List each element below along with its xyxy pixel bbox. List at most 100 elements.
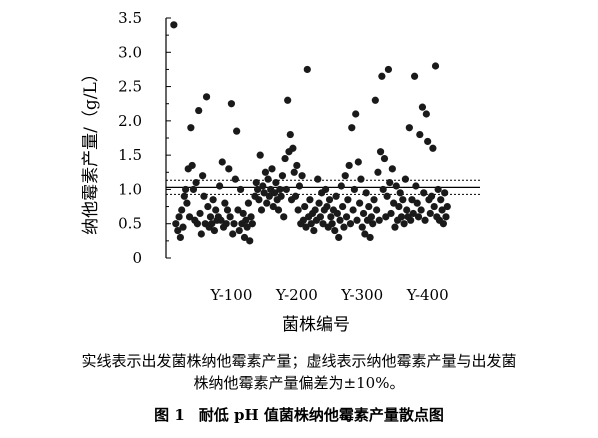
data-point [200, 192, 208, 200]
data-point [374, 168, 382, 176]
data-point [438, 206, 446, 214]
y-tick-label: 3.0 [118, 43, 142, 61]
data-point [270, 189, 279, 197]
data-point [193, 220, 201, 228]
data-point [280, 213, 288, 221]
tick-labels: 0 0.5 1.0 1.5 2.0 2.5 3.0 3.5 Y-100 Y-200 Y-300 Y-4… [118, 9, 449, 304]
y-tick-label: 0.5 [118, 215, 142, 233]
data-point [390, 199, 398, 207]
data-point [306, 196, 314, 204]
data-point [399, 196, 407, 204]
data-point [180, 192, 188, 200]
data-point [257, 206, 266, 214]
data-point [299, 216, 307, 224]
data-point [199, 172, 207, 180]
y-tick-label: 0 [132, 249, 142, 267]
data-point [272, 178, 280, 187]
data-point [239, 209, 247, 218]
data-point [418, 103, 427, 111]
data-point [197, 230, 205, 238]
data-point [256, 151, 264, 159]
data-point [405, 124, 413, 132]
data-point [391, 223, 399, 231]
data-point [298, 172, 306, 180]
data-point [369, 220, 377, 228]
data-point [242, 216, 250, 224]
data-point [179, 223, 187, 231]
data-point [367, 213, 376, 221]
data-point [278, 172, 287, 180]
data-point [417, 206, 425, 214]
data-point [315, 199, 323, 207]
data-point [187, 124, 195, 132]
figure-title: 图 1 耐低 pH 值菌株纳他霉素产量散点图 [0, 404, 598, 425]
data-point [373, 206, 381, 214]
data-point [397, 213, 406, 221]
figure-title-text: 耐低 pH 值菌株纳他霉素产量散点图 [198, 406, 444, 424]
data-point [204, 202, 212, 211]
data-point [264, 175, 272, 183]
data-point [335, 233, 343, 242]
caption-line-1: 实线表示出发菌株纳他霉素产量；虚线表示纳他霉素产量与出发菌 [81, 352, 517, 370]
data-point [365, 202, 373, 211]
data-point [195, 106, 203, 115]
data-point [240, 233, 249, 242]
y-tick-label: 1.5 [118, 146, 142, 164]
data-point [274, 206, 283, 214]
y-tick-label: 2.5 [118, 78, 142, 96]
data-point [392, 182, 400, 190]
data-point [307, 220, 315, 228]
data-point [261, 168, 270, 176]
data-point [376, 148, 385, 156]
data-point [178, 206, 186, 214]
data-point [223, 206, 232, 214]
data-point [339, 202, 347, 211]
data-point [303, 65, 311, 74]
data-point [383, 192, 391, 200]
data-point [269, 202, 277, 211]
data-point [371, 96, 379, 104]
data-point [301, 202, 309, 211]
data-point [227, 100, 236, 108]
data-point [331, 226, 339, 235]
data-point [327, 213, 335, 221]
data-point [235, 226, 243, 235]
data-point [233, 127, 241, 135]
y-tick-label: 3.5 [118, 9, 142, 27]
data-point [356, 199, 364, 207]
data-point [217, 216, 225, 224]
data-point [358, 223, 366, 231]
data-point [384, 65, 393, 74]
data-point [333, 209, 341, 218]
data-point [218, 158, 226, 166]
data-point [212, 206, 220, 214]
data-point [319, 220, 327, 228]
data-point [349, 206, 357, 214]
data-point [253, 185, 262, 194]
data-point [216, 182, 224, 190]
y-tick-label: 1.0 [118, 180, 142, 198]
data-point [170, 21, 178, 29]
data-point [209, 196, 217, 204]
data-point [342, 213, 351, 221]
data-points [170, 21, 451, 245]
data-point [176, 233, 184, 242]
data-point [255, 196, 263, 204]
data-point [352, 110, 360, 118]
data-point [243, 223, 251, 231]
data-point [439, 220, 447, 228]
data-point [380, 154, 389, 163]
data-point [379, 185, 387, 194]
data-point [202, 93, 211, 101]
data-point [345, 161, 353, 170]
data-point [281, 154, 289, 163]
data-point [348, 124, 356, 132]
data-point [290, 168, 298, 176]
data-point [407, 216, 415, 224]
data-point [350, 185, 358, 194]
data-point [401, 175, 410, 183]
data-point [416, 130, 424, 139]
data-point [400, 220, 408, 228]
data-point [328, 220, 336, 228]
